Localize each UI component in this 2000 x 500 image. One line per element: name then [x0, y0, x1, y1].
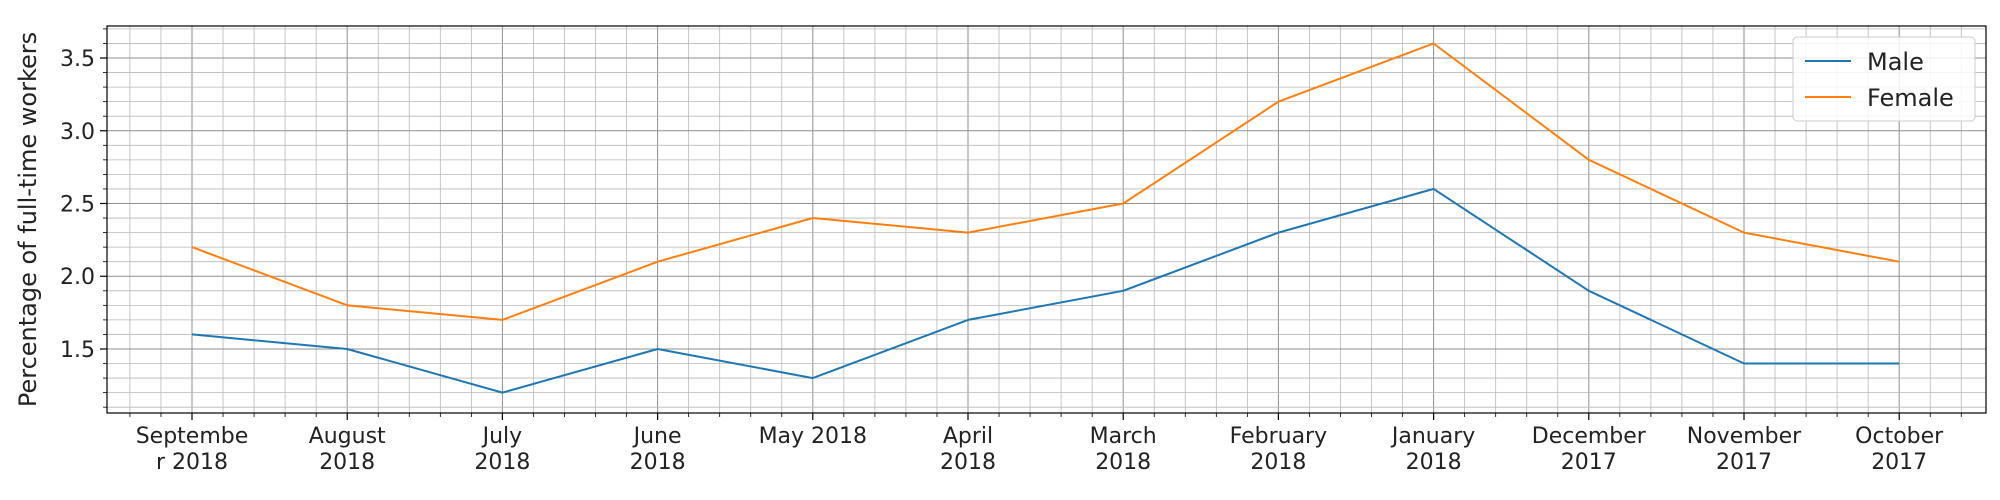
- legend-label-male: Male: [1867, 48, 1924, 76]
- y-axis-ticks: 1.5 2.0 2.5 3.0 3.5: [60, 28, 107, 408]
- x-tick-label: 2017: [1716, 450, 1772, 475]
- legend-box: [1792, 36, 1976, 122]
- x-tick-label: Septembe: [136, 424, 249, 449]
- y-tick-label: 3.5: [60, 47, 95, 72]
- plot-frame: [106, 25, 1987, 414]
- x-tick-label: June: [632, 424, 682, 449]
- y-tick-label: 2.5: [60, 192, 95, 217]
- x-tick-label: 2018: [1095, 450, 1151, 475]
- legend: Male Female: [1792, 36, 1976, 122]
- x-tick-label: 2018: [1250, 450, 1306, 475]
- x-tick-label: 2018: [630, 450, 686, 475]
- y-axis-label: Percentage of full-time workers: [14, 32, 42, 407]
- series-line-female: [191, 42, 1900, 321]
- legend-label-female: Female: [1867, 84, 1954, 112]
- series-line-male: [191, 187, 1900, 394]
- x-tick-label: 2018: [319, 450, 375, 475]
- x-tick-label: November: [1687, 424, 1802, 449]
- x-tick-label: January: [1390, 424, 1475, 449]
- series-lines: [191, 42, 1900, 394]
- x-tick-label: 2017: [1871, 450, 1927, 475]
- x-tick-label: February: [1230, 424, 1328, 449]
- y-tick-label: 3.0: [60, 120, 95, 145]
- x-tick-label: July: [481, 424, 523, 449]
- x-tick-label: April: [943, 424, 993, 449]
- x-tick-label: May 2018: [759, 424, 867, 449]
- grid: [107, 26, 1986, 413]
- x-tick-label: December: [1532, 424, 1647, 449]
- y-tick-label: 2.0: [60, 265, 95, 290]
- y-tick-label: 1.5: [60, 338, 95, 363]
- x-tick-label: 2018: [1406, 450, 1462, 475]
- x-tick-label: 2017: [1561, 450, 1617, 475]
- x-tick-label: r 2018: [156, 450, 228, 475]
- x-tick-label: 2018: [940, 450, 996, 475]
- x-tick-label: August: [309, 424, 386, 449]
- x-tick-label: October: [1855, 424, 1944, 449]
- x-tick-label: March: [1090, 424, 1157, 449]
- x-tick-label: 2018: [474, 450, 530, 475]
